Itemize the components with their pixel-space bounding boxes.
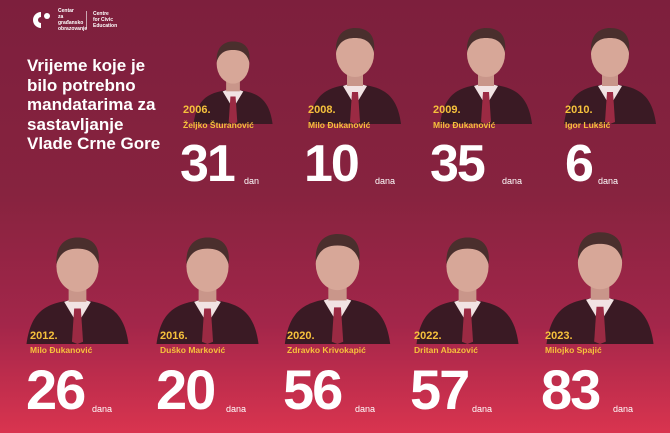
year-label: 2022. [414,330,442,342]
logo-text-local: Centar za građansko obrazovanje [58,8,88,32]
year-label: 2016. [160,330,188,342]
days-count: 56 [283,358,343,421]
portrait-silhouette [284,234,391,344]
person-name: Dritan Abazović [414,345,478,355]
days-unit: dana [613,404,634,414]
portrait-photo [540,216,660,344]
person-name: Zdravko Krivokapić [287,345,366,355]
portrait-silhouette [26,237,129,344]
days-count: 31 [180,135,236,193]
days-unit: dan [244,176,260,186]
days-unit: dana [472,404,493,414]
person-name: Milo Đukanović [308,120,371,130]
year-label: 2020. [287,330,315,342]
person-name: Milojko Spajić [545,345,602,355]
portrait-photo [410,222,525,344]
days-unit: dana [355,404,376,414]
year-label: 2006. [183,104,211,116]
portrait-photo [560,12,660,124]
person-name: Željko Šturanović [183,120,254,130]
days-unit: dana [226,404,247,414]
portrait-photo [305,12,405,124]
days-count: 26 [26,358,86,421]
portrait-silhouette [193,41,273,124]
logo-divider [86,11,87,29]
person-name: Duško Marković [160,345,226,355]
days-count: 10 [304,135,360,193]
year-label: 2010. [565,104,593,116]
days-unit: dana [92,404,113,414]
logo-text-english: Centre for Civic Education [93,11,118,29]
portrait-photo [280,218,395,344]
organization-logo: Centar za građansko obrazovanje Centre f… [30,8,118,32]
logo-icon [33,12,50,28]
year-label: 2012. [30,330,58,342]
portrait-silhouette [416,237,519,344]
portrait-photo [20,222,135,344]
portrait-silhouette [309,28,401,124]
days-unit: dana [598,176,619,186]
person-name: Milo Đukanović [433,120,496,130]
days-count: 83 [541,358,601,421]
portrait-silhouette [440,28,532,124]
person-name: Milo Đukanović [30,345,93,355]
year-label: 2009. [433,104,461,116]
year-label: 2023. [545,330,573,342]
portrait-silhouette [156,237,259,344]
headline: Vrijeme koje je bilo potrebno mandatarim… [27,56,161,154]
days-count: 20 [156,358,216,421]
year-label: 2008. [308,104,336,116]
portrait-photo [436,12,536,124]
days-count: 57 [410,358,470,421]
portrait-photo [190,12,276,124]
days-unit: dana [375,176,396,186]
portrait-silhouette [546,232,654,344]
days-count: 6 [565,135,594,193]
days-unit: dana [502,176,523,186]
days-count: 35 [430,135,486,193]
portrait-silhouette [564,28,656,124]
person-name: Igor Lukšić [565,120,611,130]
portrait-photo [150,222,265,344]
